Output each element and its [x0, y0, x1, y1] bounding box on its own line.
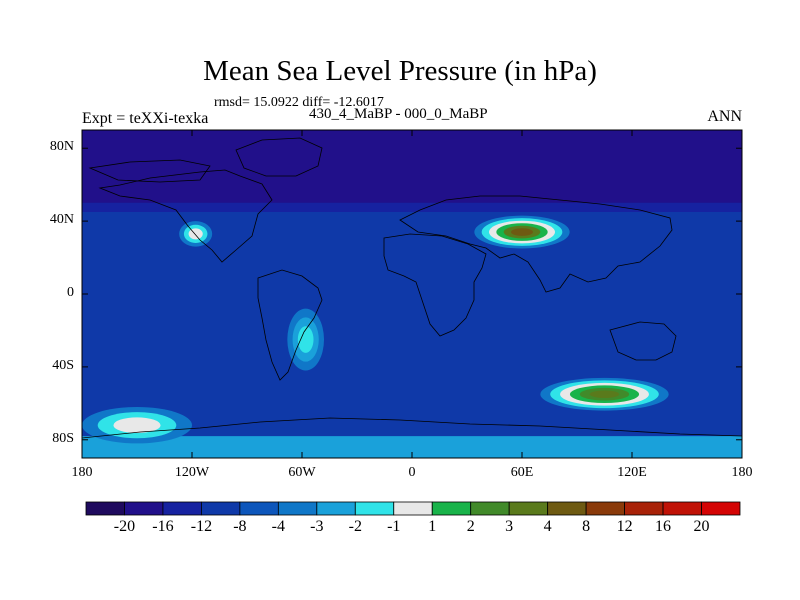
colorbar-swatch [508, 501, 549, 516]
axis-ticks [81, 130, 743, 458]
lat-label: 0 [67, 285, 74, 300]
colorbar-swatch [124, 501, 164, 516]
plot-title: Mean Sea Level Pressure (in hPa) [203, 55, 597, 87]
coastline-greenland [235, 137, 323, 177]
colorbar [85, 501, 741, 516]
coastline-north-america [98, 169, 273, 263]
colorbar-swatch [201, 501, 241, 516]
lat-label: 80N [49, 139, 74, 155]
colorbar-swatch [624, 501, 664, 516]
map-field [82, 130, 742, 458]
colorbar-swatch [354, 501, 395, 516]
lat-label: 40N [49, 212, 74, 228]
colorbar-level-label: 2 [466, 518, 475, 535]
colorbar-level-label: -4 [271, 518, 285, 535]
asian-high-contour-5 [511, 228, 533, 236]
lon-label: 60E [510, 465, 534, 480]
southern-ocean-high-contour-5 [589, 390, 620, 399]
colorbar-level-label: 12 [616, 518, 633, 535]
colorbar-level-label: 1 [428, 518, 437, 535]
colorbar-swatch [662, 501, 702, 516]
field-band-0 [82, 130, 742, 203]
difference-label: 430_4_MaBP - 000_0_MaBP [309, 106, 488, 122]
lat-label: 80S [52, 430, 74, 446]
colorbar-swatch [470, 501, 510, 516]
coastline-australia [609, 321, 677, 361]
colorbar-level-label: -2 [348, 518, 362, 535]
stats-text: rmsd= 15.0922 diff= -12.6017 [214, 95, 384, 110]
colorbar-level-label: -12 [190, 518, 213, 535]
colorbar-level-label: 16 [655, 518, 672, 535]
lon-label: 60W [288, 465, 316, 480]
coastline-south-america [257, 269, 323, 381]
colorbar-level-label: -20 [113, 518, 136, 535]
colorbar-swatch [162, 501, 202, 516]
lon-label: 120W [174, 465, 210, 480]
coastline-eurasia [399, 195, 673, 293]
field-anomalies [82, 215, 669, 444]
colorbar-swatch [277, 501, 318, 516]
season-label: ANN [707, 108, 742, 125]
lat-label: 40S [52, 357, 74, 373]
colorbar-swatch [431, 501, 472, 516]
colorbar-swatch [85, 501, 125, 516]
colorbar-swatch [585, 501, 625, 516]
colorbar-level-label: 4 [543, 518, 552, 535]
colorbar-swatch [701, 501, 741, 516]
colorbar-level-label: 3 [505, 518, 514, 535]
lon-label: 0 [408, 465, 416, 480]
coastline-outlines [82, 137, 742, 439]
coastline-africa [383, 233, 487, 337]
south-american-anomaly-contour-2 [297, 326, 314, 353]
colorbar-level-label: -1 [387, 518, 401, 535]
colorbar-level-label: 20 [693, 518, 710, 535]
colorbar-swatch [547, 501, 587, 516]
colorbar-swatch [316, 501, 356, 516]
coastline-arctic-islands [88, 159, 211, 183]
colorbar-swatch [393, 501, 433, 516]
experiment-label: Expt = teXXi-texka [82, 110, 209, 127]
colorbar-level-label: -8 [233, 518, 247, 535]
colorbar-level-label: -16 [152, 518, 174, 535]
north-american-anomaly-contour-2 [188, 228, 203, 240]
colorbar-level-label: 8 [582, 518, 591, 535]
lon-label: 180 [731, 465, 753, 480]
field-band-2 [82, 436, 742, 458]
colorbar-level-label: -3 [310, 518, 324, 535]
lon-label: 120E [617, 465, 647, 480]
southern-coastal-high-contour-2 [113, 417, 161, 434]
lon-label: 180 [71, 465, 93, 480]
field-bands [82, 130, 742, 458]
colorbar-swatch [239, 501, 279, 516]
coastline-antarctica [82, 417, 742, 439]
field-band-1 [82, 202, 742, 212]
